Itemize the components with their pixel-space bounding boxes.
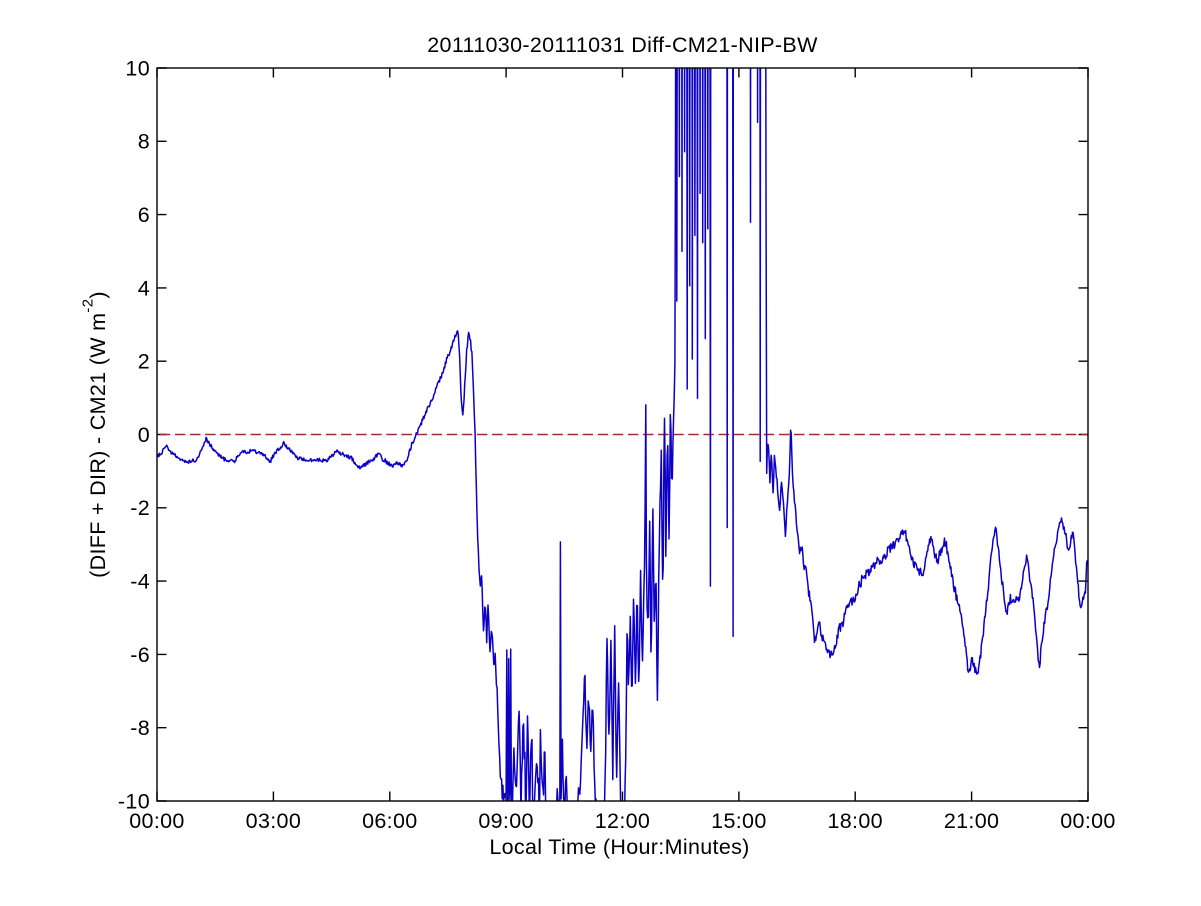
svg-text:03:00: 03:00 xyxy=(246,809,301,833)
svg-text:-2: -2 xyxy=(130,496,150,520)
svg-text:-6: -6 xyxy=(130,643,150,667)
svg-text:-8: -8 xyxy=(130,716,150,740)
svg-text:21:00: 21:00 xyxy=(944,809,999,833)
svg-text:6: 6 xyxy=(138,203,150,227)
svg-text:-4: -4 xyxy=(130,570,150,594)
svg-text:15:00: 15:00 xyxy=(711,809,766,833)
svg-text:12:00: 12:00 xyxy=(595,809,650,833)
svg-text:0: 0 xyxy=(138,423,150,447)
svg-text:00:00: 00:00 xyxy=(1060,809,1115,833)
svg-text:Local Time (Hour:Minutes): Local Time (Hour:Minutes) xyxy=(489,835,749,859)
svg-text:09:00: 09:00 xyxy=(478,809,533,833)
svg-text:4: 4 xyxy=(138,276,150,300)
svg-text:10: 10 xyxy=(125,56,150,80)
svg-text:18:00: 18:00 xyxy=(827,809,882,833)
svg-text:2: 2 xyxy=(138,350,150,374)
svg-text:00:00: 00:00 xyxy=(129,809,184,833)
svg-text:8: 8 xyxy=(138,130,150,154)
svg-text:-10: -10 xyxy=(118,789,150,813)
svg-text:06:00: 06:00 xyxy=(362,809,417,833)
svg-text:20111030-20111031 Diff-CM21-NI: 20111030-20111031 Diff-CM21-NIP-BW xyxy=(427,33,818,57)
